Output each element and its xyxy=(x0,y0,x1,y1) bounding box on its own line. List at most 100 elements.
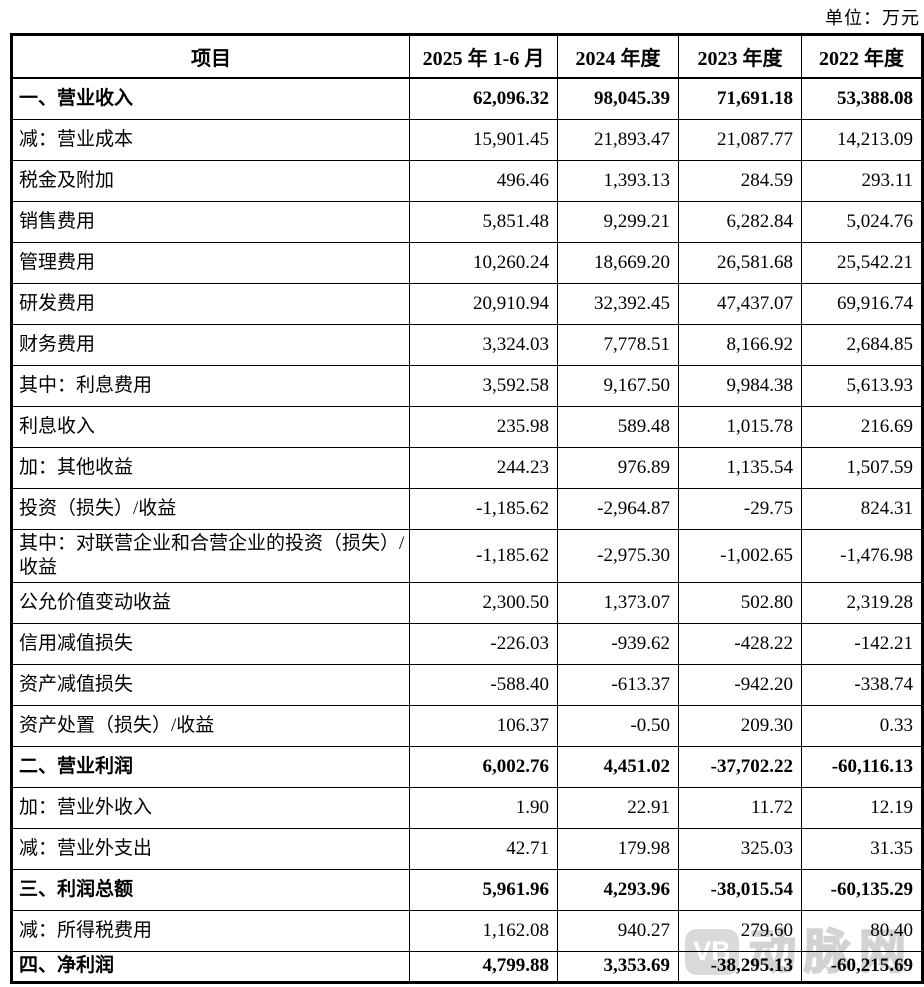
row-value: 18,669.20 xyxy=(557,241,679,284)
row-label: 减：营业外支出 xyxy=(11,827,410,870)
row-value: 6,282.84 xyxy=(678,200,802,243)
table-row: 资产减值损失 -588.40 -613.37 -942.20 -338.74 xyxy=(11,663,923,706)
row-value: 940.27 xyxy=(557,909,679,952)
row-value: -0.50 xyxy=(557,704,679,747)
table-row: 财务费用 3,324.03 7,778.51 8,166.92 2,684.85 xyxy=(11,323,923,366)
row-value: 26,581.68 xyxy=(678,241,802,284)
row-value: 0.33 xyxy=(801,704,923,747)
table-row: 研发费用 20,910.94 32,392.45 47,437.07 69,916.74 xyxy=(11,282,923,325)
table-row: 三、利润总额 5,961.96 4,293.96 -38,015.54 -60,135.… xyxy=(11,868,923,911)
table-row: 加：其他收益 244.23 976.89 1,135.54 1,507.59 xyxy=(11,446,923,489)
row-value: 4,293.96 xyxy=(557,868,679,911)
row-value: 284.59 xyxy=(678,159,802,202)
row-value: -38,015.54 xyxy=(678,868,802,911)
row-value: 1,015.78 xyxy=(678,405,802,448)
table-row: 减：营业成本 15,901.45 21,893.47 21,087.77 14,213.… xyxy=(11,118,923,161)
row-value: 9,984.38 xyxy=(678,364,802,407)
row-value: 5,613.93 xyxy=(801,364,923,407)
row-value: 9,167.50 xyxy=(557,364,679,407)
row-label: 加：其他收益 xyxy=(11,446,410,489)
row-label: 三、利润总额 xyxy=(11,868,410,911)
row-label: 研发费用 xyxy=(11,282,410,325)
row-value: -60,135.29 xyxy=(801,868,923,911)
row-value: 3,353.69 xyxy=(557,950,679,983)
row-value: 235.98 xyxy=(409,405,558,448)
row-value: 2,319.28 xyxy=(801,581,923,624)
row-label: 加：营业外收入 xyxy=(11,786,410,829)
table-row: 四、净利润 4,799.88 3,353.69 -38,295.13 -60,215.6… xyxy=(11,950,923,983)
row-value: 32,392.45 xyxy=(557,282,679,325)
row-value: -588.40 xyxy=(409,663,558,706)
row-value: 98,045.39 xyxy=(557,77,679,120)
row-label: 其中：利息费用 xyxy=(11,364,410,407)
row-label: 管理费用 xyxy=(11,241,410,284)
row-value: -60,116.13 xyxy=(801,745,923,788)
row-label: 信用减值损失 xyxy=(11,622,410,665)
row-value: 6,002.76 xyxy=(409,745,558,788)
row-value: 4,799.88 xyxy=(409,950,558,983)
row-value: 3,324.03 xyxy=(409,323,558,366)
row-value: 1,135.54 xyxy=(678,446,802,489)
row-value: 209.30 xyxy=(678,704,802,747)
row-value: 42.71 xyxy=(409,827,558,870)
row-label: 资产减值损失 xyxy=(11,663,410,706)
row-value: 25,542.21 xyxy=(801,241,923,284)
row-label: 税金及附加 xyxy=(11,159,410,202)
row-value: 21,087.77 xyxy=(678,118,802,161)
row-value: 976.89 xyxy=(557,446,679,489)
row-value: 20,910.94 xyxy=(409,282,558,325)
table-row: 销售费用 5,851.48 9,299.21 6,282.84 5,024.76 xyxy=(11,200,923,243)
row-value: -338.74 xyxy=(801,663,923,706)
table-row: 加：营业外收入 1.90 22.91 11.72 12.19 xyxy=(11,786,923,829)
row-value: 589.48 xyxy=(557,405,679,448)
row-value: 5,851.48 xyxy=(409,200,558,243)
row-value: -226.03 xyxy=(409,622,558,665)
table-row: 利息收入 235.98 589.48 1,015.78 216.69 xyxy=(11,405,923,448)
row-value: 502.80 xyxy=(678,581,802,624)
table-row: 税金及附加 496.46 1,393.13 284.59 293.11 xyxy=(11,159,923,202)
row-value: 80.40 xyxy=(801,909,923,952)
row-value: -1,185.62 xyxy=(409,528,558,583)
table-row: 减：所得税费用 1,162.08 940.27 279.60 80.40 xyxy=(11,909,923,952)
row-value: 244.23 xyxy=(409,446,558,489)
row-label: 二、营业利润 xyxy=(11,745,410,788)
row-value: 1,162.08 xyxy=(409,909,558,952)
row-label: 投资（损失）/收益 xyxy=(11,487,410,530)
row-value: -60,215.69 xyxy=(801,950,923,983)
table-row: 其中：利息费用 3,592.58 9,167.50 9,984.38 5,613.93 xyxy=(11,364,923,407)
row-label: 减：所得税费用 xyxy=(11,909,410,952)
row-value: 71,691.18 xyxy=(678,77,802,120)
row-label: 减：营业成本 xyxy=(11,118,410,161)
table-row: 资产处置（损失）/收益 106.37 -0.50 209.30 0.33 xyxy=(11,704,923,747)
table-row: 投资（损失）/收益 -1,185.62 -2,964.87 -29.75 824.31 xyxy=(11,487,923,530)
row-value: -2,975.30 xyxy=(557,528,679,583)
table-row: 二、营业利润 6,002.76 4,451.02 -37,702.22 -60,116.… xyxy=(11,745,923,788)
row-value: -613.37 xyxy=(557,663,679,706)
row-value: -38,295.13 xyxy=(678,950,802,983)
row-value: -142.21 xyxy=(801,622,923,665)
row-value: 12.19 xyxy=(801,786,923,829)
row-label: 财务费用 xyxy=(11,323,410,366)
income-statement-table: 项目 2025 年 1-6 月 2024 年度 2023 年度 2022 年度 … xyxy=(10,33,924,984)
row-value: 1,393.13 xyxy=(557,159,679,202)
row-value: 15,901.45 xyxy=(409,118,558,161)
row-value: 10,260.24 xyxy=(409,241,558,284)
table-row: 公允价值变动收益 2,300.50 1,373.07 502.80 2,319.28 xyxy=(11,581,923,624)
row-label: 利息收入 xyxy=(11,405,410,448)
column-header-2024: 2024 年度 xyxy=(557,34,679,79)
row-value: 31.35 xyxy=(801,827,923,870)
row-value: 14,213.09 xyxy=(801,118,923,161)
column-header-2025h1: 2025 年 1-6 月 xyxy=(409,34,558,79)
row-value: 11.72 xyxy=(678,786,802,829)
row-value: 1,373.07 xyxy=(557,581,679,624)
row-value: -942.20 xyxy=(678,663,802,706)
row-label: 公允价值变动收益 xyxy=(11,581,410,624)
row-label: 四、净利润 xyxy=(11,950,410,983)
row-value: 21,893.47 xyxy=(557,118,679,161)
row-value: 1,507.59 xyxy=(801,446,923,489)
table-row: 其中：对联营企业和合营企业的投资（损失）/收益 -1,185.62 -2,975.3… xyxy=(11,528,923,583)
row-value: 1.90 xyxy=(409,786,558,829)
table-body: 一、营业收入 62,096.32 98,045.39 71,691.18 53,388.… xyxy=(11,77,923,983)
row-value: 5,024.76 xyxy=(801,200,923,243)
